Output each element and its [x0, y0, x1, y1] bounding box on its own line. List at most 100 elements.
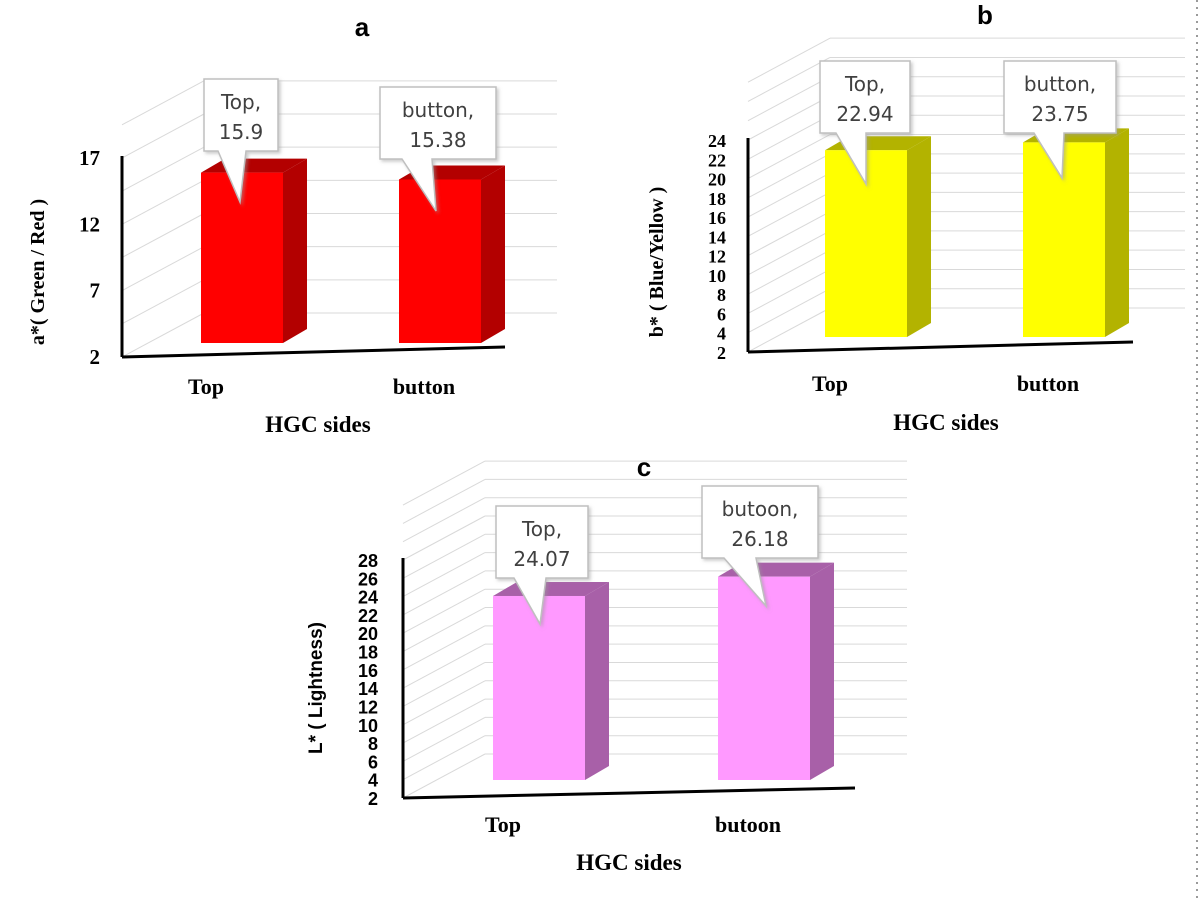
side-gridline: [402, 588, 486, 634]
data-label-value: 23.75: [1031, 102, 1088, 126]
bar: [718, 576, 810, 780]
data-label-category: Top,: [521, 517, 562, 541]
side-gridline: [747, 288, 831, 334]
bar: [1023, 142, 1105, 337]
side-gridline: [402, 478, 486, 524]
x-tick-label: Top: [812, 371, 848, 396]
side-gridline: [121, 179, 205, 225]
side-gridline: [402, 716, 486, 762]
data-callout: [819, 60, 911, 187]
x-tick-label: Top: [188, 374, 224, 399]
side-gridline: [121, 113, 205, 159]
side-gridline: [747, 269, 831, 314]
y-tick-label: 18: [358, 643, 378, 663]
y-tick-label: 12: [79, 212, 100, 236]
side-gridline: [747, 307, 831, 353]
side-gridline: [402, 460, 486, 506]
y-tick-label: 6: [717, 304, 726, 324]
y-tick-label: 6: [368, 752, 378, 772]
y-tick-label: 14: [708, 227, 726, 247]
y-tick-label: 20: [708, 170, 726, 190]
side-gridline: [402, 552, 486, 598]
data-callout: [379, 86, 497, 212]
side-gridline: [402, 570, 486, 616]
data-label-value: 24.07: [513, 547, 570, 571]
x-axis-line: [747, 340, 1134, 354]
side-gridline: [402, 680, 486, 726]
y-tick-label: 20: [358, 624, 378, 644]
side-gridline: [121, 213, 205, 258]
bar-side: [481, 165, 505, 343]
data-label-category: Top,: [220, 90, 261, 114]
bar-side: [810, 562, 834, 780]
side-gridline: [121, 80, 205, 126]
y-tick-label: 16: [358, 661, 378, 681]
side-gridline: [402, 607, 486, 652]
x-axis-line: [402, 786, 856, 800]
side-gridline: [747, 172, 831, 218]
panel-letter: c: [637, 452, 651, 482]
side-gridline: [747, 95, 831, 141]
side-gridline: [402, 662, 486, 707]
y-tick-label: 12: [358, 697, 378, 717]
side-gridline: [747, 211, 831, 257]
bar: [201, 172, 283, 343]
side-gridline: [402, 625, 486, 671]
side-gridline: [402, 533, 486, 579]
y-tick-label: 2: [368, 789, 378, 809]
y-tick-label: 4: [717, 324, 726, 344]
side-gridline: [747, 114, 831, 160]
y-tick-label: 10: [708, 266, 726, 286]
x-tick-label: button: [393, 374, 455, 399]
data-label-category: button,: [1024, 72, 1096, 96]
data-label-category: Top,: [844, 72, 885, 96]
data-label-value: 26.18: [731, 527, 788, 551]
data-callout: [203, 78, 279, 205]
y-tick-label: 16: [708, 208, 726, 228]
x-axis-title: HGC sides: [893, 410, 998, 435]
x-tick-label: butoon: [715, 812, 781, 837]
y-axis-title: a*( Green / Red ): [27, 199, 49, 345]
bar: [399, 179, 481, 343]
x-tick-label: Top: [485, 812, 521, 837]
side-gridline: [747, 249, 831, 295]
y-tick-label: 2: [90, 345, 101, 369]
side-gridline: [402, 698, 486, 744]
y-tick-label: 24: [708, 131, 726, 151]
side-gridline: [402, 643, 486, 689]
data-label-value: 22.94: [836, 102, 893, 126]
y-axis-title: L* ( Lightness): [306, 622, 327, 754]
panel-letter: b: [977, 0, 993, 30]
side-gridline: [747, 37, 831, 83]
y-tick-label: 4: [368, 771, 378, 791]
bar-side: [585, 581, 609, 780]
bar-side: [283, 158, 307, 343]
y-tick-label: 8: [717, 285, 726, 305]
side-gridline: [747, 76, 831, 122]
y-tick-label: 22: [358, 606, 378, 626]
page-edge-dots: [1196, 0, 1198, 898]
bar: [493, 595, 585, 780]
bar-side: [907, 136, 931, 337]
side-gridline: [747, 134, 831, 179]
x-axis-title: HGC sides: [576, 850, 681, 875]
side-gridline: [402, 497, 486, 543]
y-tick-label: 7: [90, 279, 101, 303]
side-gridline: [747, 191, 831, 237]
y-tick-label: 22: [708, 150, 726, 170]
side-gridline: [747, 57, 831, 102]
y-tick-label: 18: [708, 189, 726, 209]
data-callout: [495, 505, 589, 627]
panel-letter: a: [355, 12, 370, 42]
y-tick-label: 14: [358, 679, 378, 699]
x-axis-title: HGC sides: [265, 412, 370, 437]
y-tick-label: 26: [358, 569, 378, 589]
chart-panel-a: a 2 7 12 17 a*( Green / Red ) Top Top, 15.9 butto…: [27, 12, 557, 437]
side-gridline: [121, 279, 205, 325]
y-tick-label: 12: [708, 247, 726, 267]
x-tick-label: button: [1017, 371, 1079, 396]
data-callout: [1003, 60, 1117, 181]
